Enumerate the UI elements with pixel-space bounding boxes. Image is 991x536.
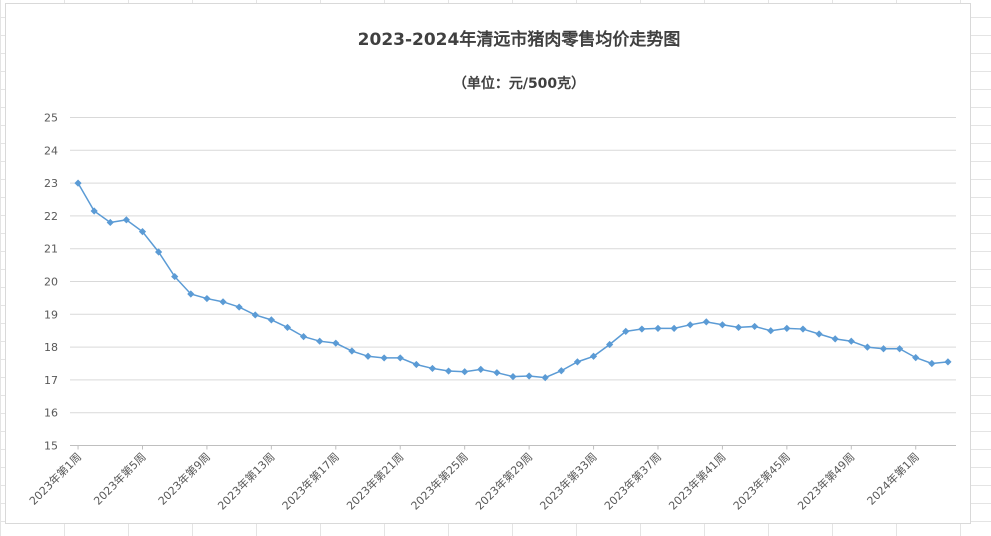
data-point (348, 347, 356, 355)
data-point (767, 327, 775, 335)
y-tick-label: 17 (44, 374, 58, 387)
data-point (879, 345, 888, 353)
data-point (219, 298, 227, 306)
data-point (155, 248, 163, 256)
data-point (493, 369, 501, 377)
x-tick-label: 2023年第29周 (472, 450, 535, 513)
y-tick-label: 24 (44, 144, 58, 157)
x-tick-label: 2023年第37周 (601, 450, 664, 513)
data-point (396, 354, 404, 362)
data-point (686, 321, 694, 329)
x-tick-label: 2024年第1周 (864, 450, 922, 508)
y-tick-label: 16 (44, 407, 58, 420)
x-tick-label: 2023年第49周 (794, 450, 857, 513)
data-point (364, 352, 372, 360)
data-point (74, 179, 82, 187)
data-point (718, 321, 727, 329)
data-point (138, 228, 147, 236)
x-tick-label: 2023年第13周 (215, 450, 278, 513)
x-tick-label: 2023年第41周 (666, 450, 729, 513)
y-tick-label: 19 (44, 308, 58, 321)
data-point (815, 330, 823, 338)
x-tick-label: 2023年第45周 (730, 450, 793, 513)
data-point (283, 323, 292, 332)
data-point (332, 339, 340, 347)
data-point (267, 316, 275, 324)
data-point (589, 352, 598, 360)
data-point (444, 367, 453, 375)
data-point (122, 216, 130, 224)
line-chart: 2023-2024年清远市猪肉零售均价走势图 （单位：元/500克） 15161… (26, 29, 956, 513)
y-tick-label: 22 (44, 210, 58, 223)
data-point (525, 372, 533, 380)
data-point (944, 358, 952, 366)
x-tick-label: 2023年第9周 (155, 450, 213, 508)
data-point (380, 354, 388, 362)
data-point (751, 322, 759, 331)
x-tick-label: 2023年第17周 (279, 450, 342, 513)
data-point (316, 337, 324, 345)
data-point (299, 333, 308, 341)
data-point (928, 359, 936, 368)
data-point (541, 374, 549, 382)
data-point (412, 360, 420, 369)
y-tick-label: 20 (44, 276, 58, 289)
y-tick-label: 23 (44, 177, 58, 190)
y-axis-tick-labels: 15 16 17 18 19 20 21 22 23 24 25 (44, 112, 58, 453)
data-point (654, 324, 662, 333)
data-point (106, 218, 114, 227)
x-tick-label: 2023年第1周 (26, 450, 84, 508)
y-tick-label: 21 (44, 243, 58, 256)
y-tick-label: 15 (44, 440, 58, 453)
x-axis-tick-labels: 2023年第1周 2023年第5周 2023年第9周 2023年第13周 2023年第1… (26, 445, 922, 513)
data-point (606, 340, 614, 349)
data-point (847, 337, 855, 345)
data-point (477, 365, 485, 374)
data-point (799, 325, 807, 333)
data-point (638, 325, 646, 333)
data-point (783, 324, 791, 333)
data-point (171, 272, 179, 281)
data-point (235, 303, 243, 311)
data-point (461, 368, 469, 376)
data-point (251, 311, 259, 319)
data-point (557, 367, 565, 375)
gridlines (70, 117, 956, 446)
data-point (509, 373, 517, 381)
series-line (77, 182, 949, 379)
series-group (74, 179, 952, 382)
data-point (896, 345, 904, 353)
x-tick-label: 2023年第21周 (343, 450, 406, 513)
data-point (187, 290, 195, 298)
data-point (831, 335, 839, 343)
data-point (428, 364, 437, 373)
data-point (912, 353, 920, 362)
chart-subtitle: （单位：元/500克） (453, 75, 585, 92)
y-tick-label: 18 (44, 341, 58, 354)
chart-area[interactable]: 2023-2024年清远市猪肉零售均价走势图 （单位：元/500克） 15 16 1… (5, 3, 971, 524)
chart-title: 2023-2024年清远市猪肉零售均价走势图 (358, 29, 681, 50)
data-point (90, 207, 98, 215)
y-tick-label: 25 (44, 112, 58, 125)
data-point (863, 343, 871, 351)
data-point (622, 327, 630, 335)
x-tick-label: 2023年第33周 (537, 450, 600, 513)
x-tick-label: 2023年第25周 (408, 450, 471, 513)
x-tick-label: 2023年第5周 (91, 450, 149, 508)
data-point (670, 324, 678, 333)
data-point (702, 318, 710, 326)
data-point (573, 358, 582, 366)
data-point (203, 294, 211, 303)
data-point (734, 323, 743, 332)
